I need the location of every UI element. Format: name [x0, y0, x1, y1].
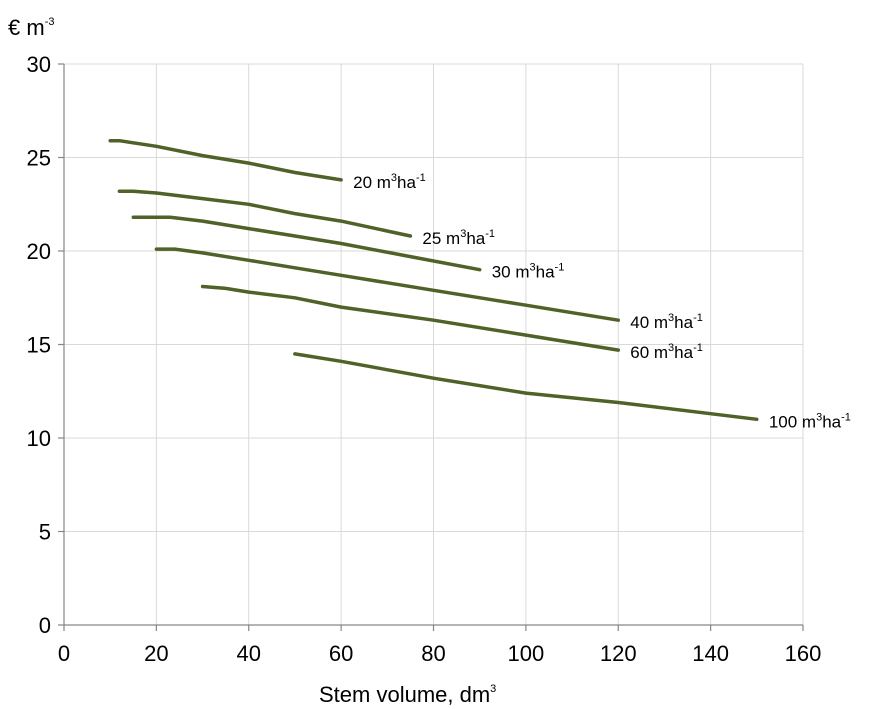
- y-tick-label: 0: [39, 613, 51, 638]
- x-axis-title: Stem volume, dm3: [319, 682, 496, 707]
- series-label-4: 60 m3ha-1: [630, 342, 703, 362]
- series-lines: [108, 138, 759, 422]
- series-line-5: [293, 352, 759, 422]
- series-label-5: 100 m3ha-1: [769, 411, 851, 431]
- series-label-3: 40 m3ha-1: [630, 312, 703, 332]
- series-label-2: 30 m3ha-1: [492, 262, 565, 282]
- x-tick-label: 80: [421, 641, 445, 666]
- x-tick-label: 100: [508, 641, 545, 666]
- x-tick-label: 0: [58, 641, 70, 666]
- axes: [58, 63, 804, 631]
- y-axis-title-sup: -3: [45, 16, 55, 28]
- tick-labels: 0 5 10 15 20 25 30 0 20 40 60 80 100 120 140 160: [27, 52, 822, 666]
- series-line-3: [154, 247, 621, 322]
- x-axis-title-main: Stem volume, dm: [319, 682, 490, 707]
- y-tick-label: 10: [27, 426, 51, 451]
- series-line-4: [200, 284, 621, 352]
- x-tick-label: 40: [237, 641, 261, 666]
- series-label-0: 20 m3ha-1: [353, 172, 426, 192]
- series-line-0: [108, 138, 343, 182]
- series-line-1: [117, 189, 413, 238]
- series-label-1: 25 m3ha-1: [422, 228, 495, 248]
- y-tick-label: 5: [39, 520, 51, 545]
- x-axis-title-sup: 3: [490, 683, 496, 695]
- x-tick-label: 120: [600, 641, 637, 666]
- y-axis-title-main: € m: [8, 15, 45, 40]
- x-tick-label: 140: [692, 641, 729, 666]
- series-line-2: [131, 215, 482, 272]
- gridlines: [64, 63, 804, 625]
- y-tick-label: 15: [27, 333, 51, 358]
- series-labels: 20 m3ha-1 25 m3ha-1 30 m3ha-1 40 m3ha-1 60 m…: [353, 172, 851, 431]
- y-axis-title: € m-3: [8, 15, 54, 40]
- x-tick-label: 20: [144, 641, 168, 666]
- y-tick-label: 30: [27, 52, 51, 77]
- y-tick-label: 25: [27, 146, 51, 171]
- x-tick-label: 60: [329, 641, 353, 666]
- x-tick-label: 160: [785, 641, 822, 666]
- y-tick-label: 20: [27, 239, 51, 264]
